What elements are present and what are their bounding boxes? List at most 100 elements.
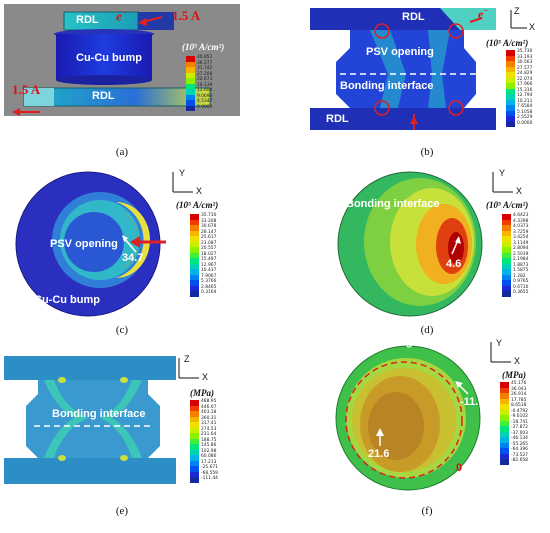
legend-swatch [506, 110, 515, 116]
legend-tick-label: 35.730 [201, 213, 217, 218]
legend-swatch [190, 438, 199, 444]
legend-tick-label: 1.5875 [513, 268, 529, 273]
legend-swatch [190, 444, 199, 450]
legend-tick-label: 17.785 [511, 397, 527, 403]
caption-b: (b) [420, 146, 434, 158]
panel-b: RDL e− PSV opening Bonding interface RDL… [310, 4, 546, 132]
legend-row: 13.604 [186, 88, 230, 95]
legend-row: 10.437 [190, 268, 234, 275]
legend: 40.852 36.277 31.742 27.208 22.673 18.139 13.6… [186, 55, 230, 111]
legend-row: 15.316 [506, 87, 546, 94]
legend-row: 31.742 [186, 66, 230, 73]
legend-row: 17.966 [506, 82, 546, 89]
axis-y-label: Y [499, 168, 506, 178]
legend-tick-label: -111.44 [201, 476, 218, 481]
legend-tick-label: 60.086 [201, 454, 217, 459]
legend-swatch [190, 291, 199, 297]
legend-tick-label: 0.3164 [201, 290, 217, 295]
rdl-bottom-label: RDL [326, 113, 349, 125]
legend-swatch [502, 219, 511, 225]
legend-swatch [502, 263, 511, 269]
legend-swatch [500, 420, 509, 426]
value-label: 34.7 [122, 252, 144, 264]
legend-tick-label: -73.527 [511, 452, 528, 458]
legend-row: 25.617 [190, 235, 234, 242]
panel-c: PSV opening 34.7 Cu-Cu bump Y X (10⁵ A/c… [4, 166, 240, 320]
legend-row: 35.730 [506, 49, 546, 56]
legend-tick-label: 4.5347 [197, 99, 213, 104]
legend-tick-label: 3.4254 [513, 235, 529, 240]
legend-row: 3.4254 [502, 235, 546, 242]
legend-row: -82.658 [500, 458, 544, 465]
legend-tick-label: -64.396 [511, 447, 528, 452]
legend-swatch [186, 94, 195, 100]
legend-swatch [500, 426, 509, 432]
legend-swatch [506, 121, 515, 127]
legend-row: -111.44 [190, 476, 234, 483]
legend-tick-label: 1.282 [513, 273, 526, 279]
legend-row: 17.785 [500, 397, 544, 404]
legend-swatch [190, 477, 199, 483]
legend-row: 188.75 [190, 438, 234, 444]
panel-f-model [335, 342, 511, 491]
legend-row: -73.527 [500, 452, 544, 459]
legend-swatch [186, 89, 195, 95]
caption-d: (d) [420, 324, 434, 336]
bonding-label: Bonding interface [52, 408, 146, 420]
legend-row: -64.396 [500, 447, 544, 454]
legend-row: 5.3766 [190, 279, 234, 286]
legend-swatch [190, 274, 199, 280]
legend-row: 10.211 [506, 99, 546, 105]
legend-tick-label: 15.316 [517, 87, 533, 93]
legend-tick-label: 0.0000 [517, 120, 533, 126]
legend-tick-label: 4.0373 [513, 224, 529, 229]
legend-tick-label: 17.966 [517, 82, 533, 87]
legend-swatch [186, 72, 195, 78]
legend-tick-label: 8.6518 [511, 403, 527, 408]
legend-swatch [186, 61, 195, 67]
legend-swatch [186, 78, 195, 84]
legend-tick-label: -0.4792 [511, 408, 528, 414]
legend-row: 36.043 [500, 387, 544, 393]
legend-row: 22.074 [506, 77, 546, 83]
legend-swatch [500, 382, 509, 388]
legend-swatch [186, 105, 195, 111]
legend-row: 0.6710 [502, 285, 546, 291]
legend-tick-label: 27.208 [197, 71, 213, 77]
axis-z-label: Z [184, 354, 190, 364]
legend-row: 2.5039 [502, 252, 546, 258]
legend-tick-label: 231.64 [201, 432, 217, 437]
legend-swatch [506, 61, 515, 67]
legend-swatch [502, 285, 511, 291]
legend-swatch [500, 442, 509, 448]
legend-tick-label: 317.41 [201, 421, 217, 426]
legend-tick-label: -27.872 [511, 425, 528, 430]
legend-swatch [190, 230, 199, 236]
legend-swatch [506, 99, 515, 105]
legend-swatch [190, 449, 199, 455]
panel-e: Bonding interface Z X (MPa) 488.95 446.07… [4, 348, 240, 488]
bonding-label: Bonding interface [340, 80, 434, 92]
legend-row: 33.193 [506, 55, 546, 61]
legend-row: 2.1984 [502, 257, 546, 264]
bonding-label: Bonding interface [368, 336, 462, 348]
legend-tick-label: 102.98 [201, 448, 217, 454]
legend-swatch [500, 398, 509, 404]
legend-tick-label: 40.852 [197, 55, 213, 60]
legend-row: 30.678 [190, 224, 234, 231]
legend-row: 45.176 [500, 381, 544, 388]
legend-row: 28.147 [190, 230, 234, 236]
legend-row: 3.7259 [502, 230, 546, 236]
legend-tick-label: 27.577 [517, 65, 533, 71]
legend-swatch [506, 77, 515, 83]
legend-row: 274.53 [190, 427, 234, 433]
legend-tick-label: 17.213 [201, 459, 217, 465]
legend-row: 403.18 [190, 410, 234, 417]
legend-tick-label: 20.557 [201, 246, 217, 251]
legend-row: 36.277 [186, 61, 230, 67]
legend-swatch [186, 56, 195, 62]
legend-swatch [190, 466, 199, 472]
legend-tick-label: -55.265 [511, 441, 528, 447]
legend-row: 4.3398 [502, 219, 546, 225]
axis-x-label: X [516, 186, 523, 196]
